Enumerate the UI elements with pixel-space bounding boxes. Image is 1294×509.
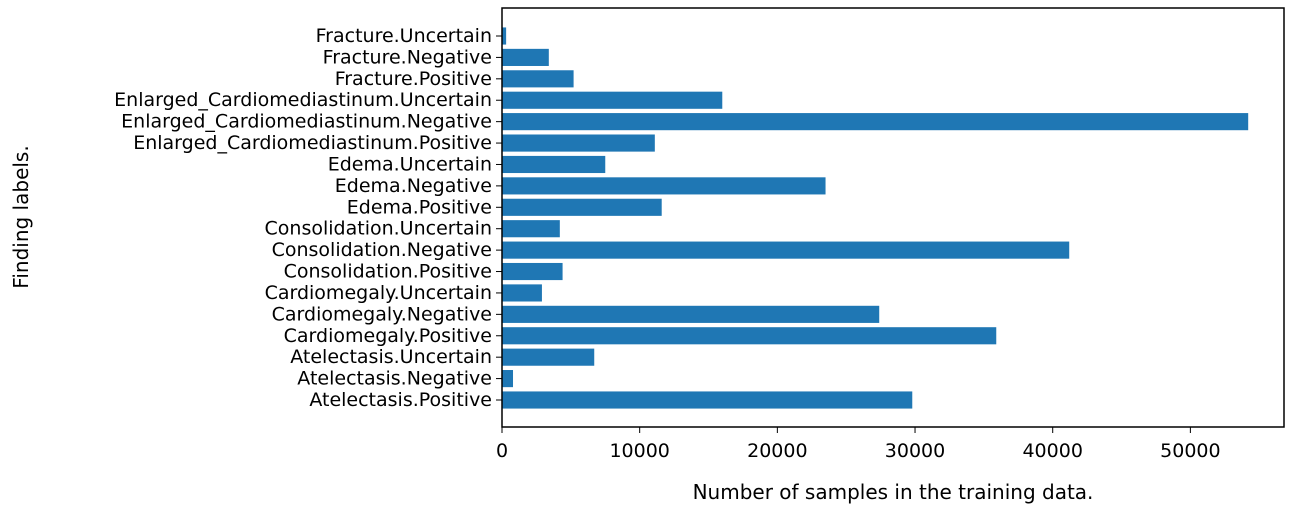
bar — [502, 370, 514, 388]
plot-frame — [501, 7, 1285, 428]
y-axis-label: Finding labels. — [9, 145, 33, 288]
category-label: Atelectasis.Positive — [309, 389, 492, 411]
category-label: Fracture.Positive — [335, 68, 492, 90]
category-label: Cardiomegaly.Positive — [284, 325, 492, 347]
bar — [502, 348, 595, 366]
category-label: Enlarged_Cardiomediastinum.Positive — [133, 132, 492, 154]
bar — [502, 220, 560, 238]
x-tick-label: 0 — [496, 440, 508, 462]
category-label: Cardiomegaly.Uncertain — [265, 282, 492, 304]
x-tick-label: 20000 — [747, 440, 807, 462]
category-label: Fracture.Uncertain — [316, 25, 492, 47]
bar — [502, 241, 1070, 259]
category-label: Edema.Negative — [335, 175, 492, 197]
bar — [502, 327, 997, 345]
category-label: Cardiomegaly.Negative — [272, 303, 492, 325]
bar — [502, 284, 542, 302]
x-tick-label: 50000 — [1160, 440, 1220, 462]
bar — [502, 70, 574, 88]
category-label: Fracture.Negative — [323, 46, 492, 68]
bar — [502, 91, 723, 109]
category-label: Consolidation.Negative — [272, 239, 492, 261]
category-label: Edema.Uncertain — [328, 153, 492, 175]
category-label: Consolidation.Positive — [284, 261, 492, 283]
bar — [502, 155, 606, 174]
bar — [502, 134, 655, 152]
bar — [502, 177, 826, 195]
category-label: Edema.Positive — [347, 196, 492, 218]
x-axis-ticks: 0 10000 20000 30000 40000 50000 — [496, 427, 1221, 462]
category-label: Atelectasis.Uncertain — [290, 346, 492, 368]
category-label: Consolidation.Uncertain — [265, 218, 492, 240]
x-axis-label: Number of samples in the training data. — [693, 480, 1094, 504]
bar — [502, 27, 507, 45]
category-label: Enlarged_Cardiomediastinum.Uncertain — [114, 89, 492, 111]
category-label: Atelectasis.Negative — [297, 368, 492, 390]
bar — [502, 48, 549, 66]
bar — [502, 391, 913, 409]
bar — [502, 113, 1249, 131]
bars-group — [502, 27, 1249, 409]
category-label: Enlarged_Cardiomediastinum.Negative — [121, 111, 492, 133]
x-tick-label: 40000 — [1022, 440, 1082, 462]
x-tick-label: 30000 — [885, 440, 945, 462]
category-labels: Atelectasis.PositiveAtelectasis.Negative… — [114, 25, 502, 411]
x-tick-label: 10000 — [609, 440, 669, 462]
bar — [502, 198, 662, 216]
bar — [502, 262, 563, 281]
bar — [502, 305, 880, 323]
